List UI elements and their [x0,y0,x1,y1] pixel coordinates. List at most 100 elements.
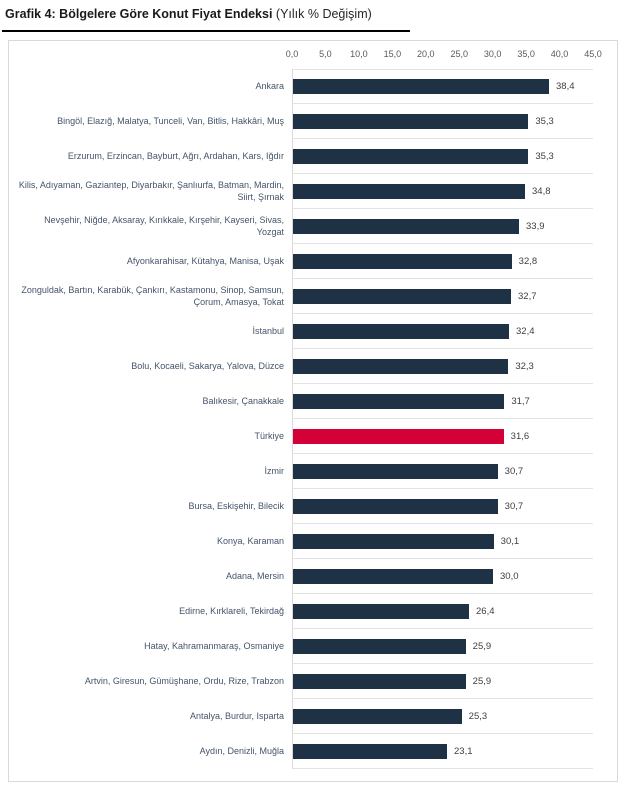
bar-cell: 32,3 [292,349,593,384]
category-label: Balıkesir, Çanakkale [202,395,284,406]
bar-cell: 35,3 [292,139,593,174]
value-label: 32,7 [518,290,537,302]
chart-row: Bingöl, Elazığ, Malatya, Tunceli, Van, B… [9,104,593,139]
x-tick-label: 45,0 [584,49,602,59]
x-tick-label: 25,0 [450,49,468,59]
bar-cell: 30,0 [292,559,593,594]
value-label: 38,4 [556,81,575,92]
value-label: 32,8 [518,255,538,267]
chart-container: 0,0 5,0 10,0 15,0 20,0 25,0 30,0 35,0 40,0 45,0 A… [8,40,618,782]
value-label: 25,9 [472,640,492,652]
bar-cell: 31,6 [292,419,593,454]
value-label: 23,1 [454,745,473,757]
category-label: Türkiye [254,430,284,441]
chart-row: Artvin, Giresun, Gümüşhane, Ordu, Rize, … [9,664,593,699]
bar-cell: 23,1 [292,734,593,769]
bar-segment [293,638,466,654]
value-label: 31,7 [511,395,530,407]
bar-cell: 26,4 [292,594,593,629]
bar-segment [293,79,549,94]
bar-cell: 30,7 [292,454,593,489]
x-tick-label: 30,0 [483,49,502,59]
value-label: 30,1 [500,535,520,547]
value-label: 34,8 [532,185,551,197]
bar-segment [293,463,498,479]
value-label: 31,6 [510,430,530,442]
bar-cell: 32,4 [292,314,593,349]
x-tick-label: 0,0 [285,49,299,59]
bar-cell: 35,3 [292,104,593,139]
category-label: Edirne, Kırklareli, Tekirdağ [179,605,284,616]
chart-row: Ankara 38,4 [9,69,593,104]
category-label: Bursa, Eskişehir, Bilecik [188,500,284,511]
value-label: 30,0 [500,570,519,582]
category-label: Afyonkarahisar, Kütahya, Manisa, Uşak [126,255,284,266]
bar-segment [293,113,529,129]
bar-segment [293,358,509,374]
value-label: 25,3 [468,710,488,722]
chart-row: Nevşehir, Niğde, Aksaray, Kırıkkale, Kır… [9,209,593,244]
bar-cell: 30,1 [292,524,593,559]
x-tick-label: 40,0 [550,49,569,59]
bar-cell: 30,7 [292,489,593,524]
category-label: İstanbul [252,325,284,336]
x-tick-label: 5,0 [319,49,332,59]
chart-row: Afyonkarahisar, Kütahya, Manisa, Uşak 32,… [9,244,593,279]
chart-row: Kilis, Adıyaman, Gaziantep, Diyarbakır, … [9,174,593,209]
bar-cell: 34,8 [292,174,593,209]
bar-segment [293,323,509,339]
value-label: 30,7 [504,500,524,512]
x-tick-label: 15,0 [383,49,402,59]
category-label: Artvin, Giresun, Gümüşhane, Ordu, Rize, … [84,675,284,686]
category-label: Bolu, Kocaeli, Sakarya, Yalova, Düzce [131,360,284,371]
x-tick-label: 20,0 [417,49,435,59]
value-label: 35,3 [535,150,554,162]
bar-segment [293,673,466,689]
category-label: Erzurum, Erzincan, Bayburt, Ağrı, Ardaha… [67,150,284,161]
chart-row: İzmir 30,7 [9,454,593,489]
x-tick-label: 35,0 [517,49,535,59]
chart-row: Bursa, Eskişehir, Bilecik 30,7 [9,489,593,524]
bar-cell: 31,7 [292,384,593,419]
chart-row: Erzurum, Erzincan, Bayburt, Ağrı, Ardaha… [9,139,593,174]
category-label: Aydın, Denizli, Muğla [199,745,284,756]
chart-row: Balıkesir, Çanakkale 31,7 [9,384,593,419]
chart-subtitle-text: (Yılık % Değişim) [275,7,372,21]
bar-segment [293,568,493,584]
bar-segment [293,253,512,269]
category-label: Adana, Mersin [225,570,284,581]
bar-segment [293,218,519,234]
value-label: 35,3 [535,115,554,127]
title-underline [2,30,410,32]
category-label: Nevşehir, Niğde, Aksaray, Kırıkkale, Kır… [44,214,284,237]
bar-segment [293,288,511,304]
category-label: Zonguldak, Bartın, Karabük, Çankırı, Kas… [21,284,284,307]
chart-row: İstanbul 32,4 [9,314,593,349]
bar-cell: 25,9 [292,664,593,699]
chart-row: Aydın, Denizli, Muğla 23,1 [9,734,593,769]
bar-segment [293,498,498,514]
bar-segment [293,183,525,199]
chart-row: Türkiye 31,6 [9,419,593,454]
category-label: Konya, Karaman [216,535,284,546]
category-label: Kilis, Adıyaman, Gaziantep, Diyarbakır, … [18,179,284,202]
bar-cell: 25,3 [292,699,593,734]
chart-row: Edirne, Kırklareli, Tekirdağ 26,4 [9,594,593,629]
value-label: 26,4 [476,605,495,617]
chart-row: Hatay, Kahramanmaraş, Osmaniye 25,9 [9,629,593,664]
bar-segment [293,603,469,619]
chart-title-text: Grafik 4: Bölgelere Göre Konut Fiyat End… [5,7,273,21]
chart-row: Antalya, Burdur, Isparta 25,3 [9,699,593,734]
x-axis: 0,0 5,0 10,0 15,0 20,0 25,0 30,0 35,0 40,0 45,0 [286,49,602,62]
category-label: İzmir [264,465,285,476]
category-label: Ankara [255,80,284,91]
value-label: 32,4 [516,325,535,337]
category-label: Hatay, Kahramanmaraş, Osmaniye [144,640,284,651]
bar-segment [293,533,494,549]
category-label: Bingöl, Elazığ, Malatya, Tunceli, Van, B… [57,115,284,126]
value-label: 25,9 [472,675,492,687]
bar-cell: 38,4 [292,69,593,104]
rows: Ankara 38,4 Bingöl, Elazığ, Malatya, Tunce… [9,69,593,769]
bar-cell: 32,7 [292,279,593,314]
bar-segment [293,743,447,759]
